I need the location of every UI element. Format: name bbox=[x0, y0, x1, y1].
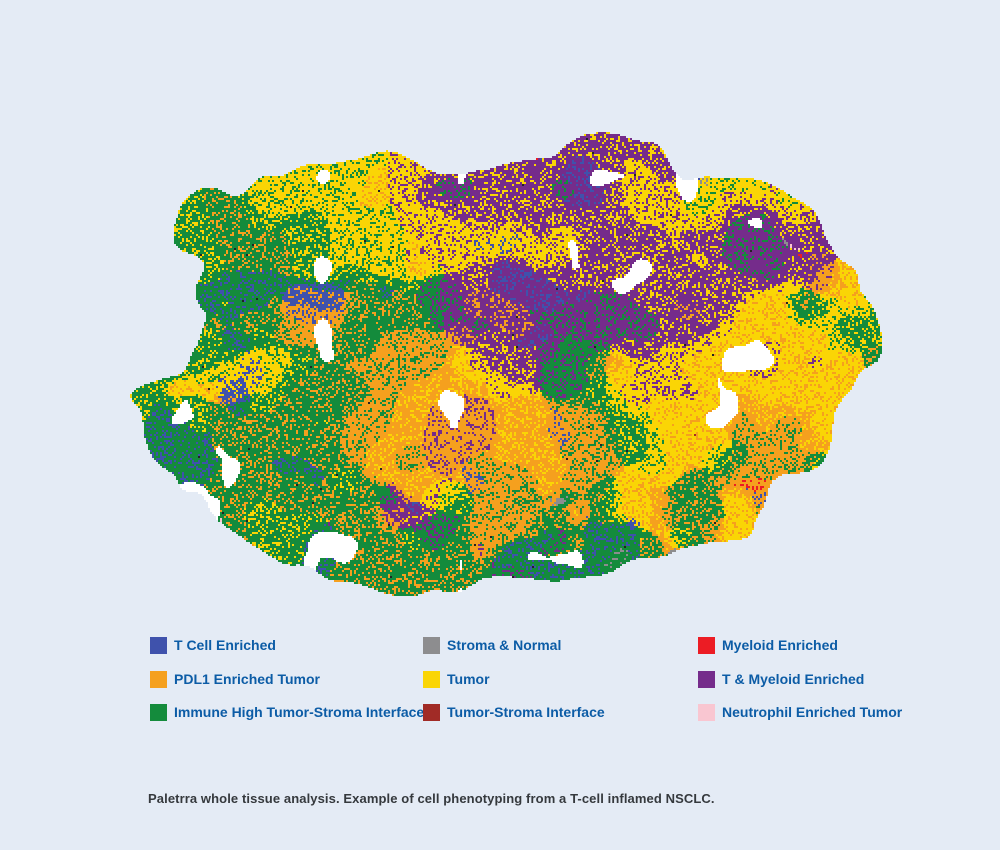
legend-item-label: Immune High Tumor-Stroma Interface bbox=[174, 704, 425, 720]
legend-item-label: Neutrophil Enriched Tumor bbox=[722, 704, 903, 720]
legend-item-label: T Cell Enriched bbox=[174, 637, 276, 653]
tissue-phenotype-map-image bbox=[100, 104, 900, 604]
legend-swatch-tumor-stroma-interface bbox=[423, 704, 440, 721]
legend-item-stroma-and-normal: Stroma & Normal bbox=[423, 637, 698, 671]
legend-item-immune-high-tumor-stroma-interface: Immune High Tumor-Stroma Interface bbox=[150, 704, 425, 738]
legend-swatch-stroma-and-normal bbox=[423, 637, 440, 654]
figure-caption: Paletrra whole tissue analysis. Example … bbox=[148, 791, 715, 806]
legend-swatch-pdl1-enriched-tumor bbox=[150, 670, 167, 688]
legend-item-label: T & Myeloid Enriched bbox=[722, 670, 865, 687]
legend-item-tumor: Tumor bbox=[423, 670, 698, 705]
legend-swatch-immune-high-tumor-stroma-interface bbox=[150, 704, 167, 721]
legend-item-label: Stroma & Normal bbox=[447, 637, 562, 653]
legend-item-myeloid-enriched: Myeloid Enriched bbox=[698, 637, 958, 671]
legend-item-tumor-stroma-interface: Tumor-Stroma Interface bbox=[423, 704, 698, 738]
legend-swatch-tumor bbox=[423, 670, 440, 688]
legend-swatch-t-cell-enriched bbox=[150, 637, 167, 654]
legend-item-t-cell-enriched: T Cell Enriched bbox=[150, 637, 423, 671]
legend-swatch-neutrophil-enriched-tumor bbox=[698, 704, 715, 721]
legend-item-label: Tumor bbox=[447, 670, 490, 687]
legend-item-label: Myeloid Enriched bbox=[722, 637, 838, 653]
legend-item-neutrophil-enriched-tumor: Neutrophil Enriched Tumor bbox=[698, 704, 958, 738]
legend-item-t-and-myeloid-enriched: T & Myeloid Enriched bbox=[698, 670, 958, 705]
legend-swatch-t-and-myeloid-enriched bbox=[698, 670, 715, 688]
legend-swatch-myeloid-enriched bbox=[698, 637, 715, 654]
legend-item-label: Tumor-Stroma Interface bbox=[447, 704, 605, 720]
legend-item-label: PDL1 Enriched Tumor bbox=[174, 670, 320, 687]
phenotype-legend: T Cell Enriched PDL1 Enriched Tumor Immune… bbox=[150, 637, 958, 738]
legend-item-pdl1-enriched-tumor: PDL1 Enriched Tumor bbox=[150, 670, 423, 705]
